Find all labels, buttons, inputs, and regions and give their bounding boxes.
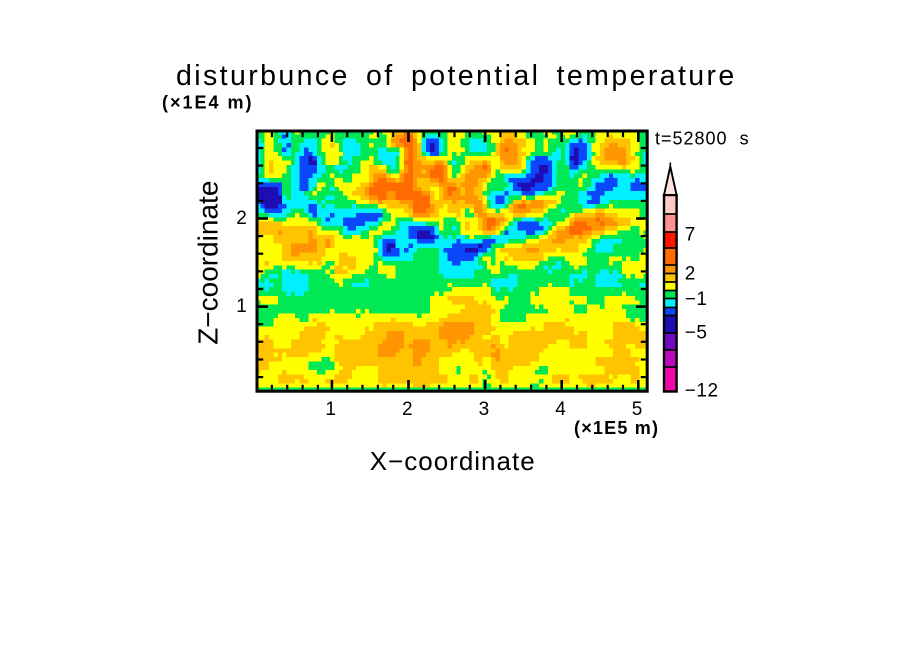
svg-text:disturbunce of potential tempe: disturbunce of potential temperature (176, 60, 737, 92)
svg-text:7: 7 (685, 225, 696, 246)
svg-text:4: 4 (555, 399, 566, 420)
svg-text:(×1E4 m): (×1E4 m) (162, 93, 254, 113)
svg-text:2: 2 (685, 263, 696, 284)
svg-text:(×1E5 m): (×1E5 m) (574, 418, 659, 438)
svg-text:X−coordinate: X−coordinate (370, 446, 536, 476)
svg-text:t=52800 s: t=52800 s (655, 129, 750, 149)
svg-text:−5: −5 (685, 322, 708, 343)
svg-text:1: 1 (236, 296, 247, 317)
svg-text:1: 1 (325, 399, 336, 420)
svg-text:2: 2 (236, 208, 247, 229)
svg-text:3: 3 (479, 399, 490, 420)
svg-text:2: 2 (402, 399, 413, 420)
svg-text:Z−coordinate: Z−coordinate (193, 181, 224, 345)
svg-text:−12: −12 (685, 380, 719, 401)
svg-text:5: 5 (632, 399, 643, 420)
svg-text:−1: −1 (685, 289, 708, 310)
